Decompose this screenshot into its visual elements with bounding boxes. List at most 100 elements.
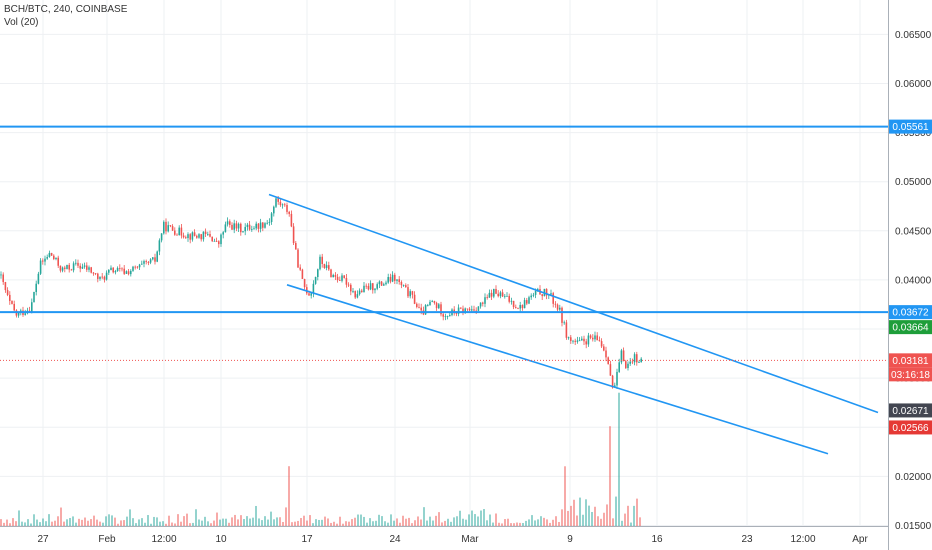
candle-body bbox=[169, 225, 172, 227]
candle-body bbox=[105, 272, 108, 280]
volume-bar bbox=[312, 523, 314, 526]
candle-body bbox=[277, 198, 279, 202]
candle-body bbox=[222, 232, 224, 235]
price-label-box bbox=[889, 420, 932, 435]
time-tick-label: 16 bbox=[651, 534, 663, 545]
candle-body bbox=[462, 308, 464, 314]
volume-bar bbox=[333, 521, 335, 526]
candle-body bbox=[528, 297, 530, 304]
candle-body bbox=[295, 243, 297, 250]
candles-layer bbox=[0, 195, 642, 390]
volume-bar bbox=[273, 519, 275, 526]
trend-line-upper bbox=[268, 193, 879, 414]
candle-body bbox=[262, 222, 264, 228]
candle-body bbox=[180, 227, 183, 236]
volume-bar bbox=[627, 505, 629, 526]
volume-bar bbox=[429, 516, 431, 526]
candle-body bbox=[570, 337, 572, 342]
volume-bar bbox=[591, 511, 593, 526]
candle-body bbox=[257, 223, 260, 229]
volume-bar bbox=[453, 517, 455, 526]
volume-bar bbox=[465, 519, 467, 526]
volume-bar bbox=[366, 522, 368, 526]
volume-bar bbox=[189, 523, 191, 526]
volume-bar bbox=[264, 516, 266, 526]
volume-bar bbox=[294, 521, 296, 526]
candle-body bbox=[191, 232, 194, 240]
volume-bar bbox=[309, 515, 311, 526]
volume-bar bbox=[258, 518, 260, 526]
price-label-text: 03:16:18 bbox=[891, 370, 930, 381]
volume-bar bbox=[45, 521, 47, 526]
volume-bar bbox=[57, 516, 59, 526]
candle-body bbox=[204, 231, 207, 235]
volume-bar bbox=[225, 518, 227, 526]
candle-body bbox=[44, 258, 46, 262]
candle-body bbox=[336, 276, 339, 281]
volume-bar bbox=[552, 519, 554, 526]
candle-body bbox=[405, 285, 407, 288]
candle-body bbox=[160, 233, 163, 241]
candle-body bbox=[31, 302, 33, 313]
candle-body bbox=[90, 267, 92, 273]
volume-bar bbox=[318, 519, 320, 526]
candle-body bbox=[534, 290, 537, 295]
time-tick-label: 27 bbox=[37, 534, 49, 545]
volume-bar bbox=[276, 517, 278, 526]
price-tick-label: 0.05000 bbox=[895, 177, 932, 188]
candle-body bbox=[427, 305, 429, 306]
volume-bar bbox=[522, 522, 524, 526]
time-tick-label: 24 bbox=[389, 534, 401, 545]
candle-body bbox=[270, 213, 273, 222]
candle-body bbox=[37, 273, 40, 284]
volume-bar bbox=[426, 520, 428, 526]
candle-body bbox=[123, 268, 125, 274]
volume-bar bbox=[39, 522, 41, 526]
volume-legend[interactable]: Vol (20) bbox=[4, 17, 39, 28]
volume-bar bbox=[60, 507, 62, 526]
candle-body bbox=[407, 287, 409, 297]
volume-bar bbox=[609, 426, 611, 526]
volume-bar bbox=[417, 516, 419, 526]
candle-body bbox=[290, 213, 293, 227]
volume-bar bbox=[75, 522, 77, 526]
candle-body bbox=[136, 266, 139, 268]
volume-bar bbox=[150, 523, 152, 526]
candle-body bbox=[605, 350, 607, 358]
volume-bar bbox=[21, 521, 23, 526]
candle-body bbox=[233, 223, 235, 230]
volume-bar bbox=[516, 522, 518, 526]
candle-body bbox=[369, 283, 372, 290]
candle-body bbox=[479, 302, 482, 307]
volume-bar bbox=[579, 497, 581, 526]
volume-bar bbox=[348, 521, 350, 526]
volume-bar bbox=[228, 522, 230, 526]
candle-body bbox=[396, 279, 398, 281]
volume-bar bbox=[315, 519, 317, 526]
time-tick-label: 12:00 bbox=[151, 534, 176, 545]
candle-body bbox=[321, 256, 323, 264]
candle-body bbox=[88, 267, 90, 270]
candle-body bbox=[156, 251, 158, 262]
candle-body bbox=[185, 237, 187, 239]
trend-line-lower bbox=[286, 284, 829, 455]
volume-bar bbox=[576, 515, 578, 526]
candle-body bbox=[11, 300, 13, 304]
candle-body bbox=[202, 231, 205, 240]
candle-body bbox=[125, 271, 128, 274]
volume-bar bbox=[324, 516, 326, 526]
volume-bar bbox=[204, 516, 206, 526]
symbol-legend[interactable]: BCH/BTC, 240, COINBASE bbox=[4, 4, 128, 15]
candle-body bbox=[35, 283, 37, 292]
volume-bar bbox=[360, 514, 362, 526]
volume-bar bbox=[477, 516, 479, 526]
volume-bar bbox=[357, 514, 359, 526]
candle-body bbox=[220, 234, 222, 245]
volume-bar bbox=[270, 511, 272, 526]
candle-body bbox=[477, 306, 480, 311]
candle-body bbox=[273, 206, 275, 214]
candle-body bbox=[167, 225, 169, 232]
candle-body bbox=[103, 276, 106, 280]
